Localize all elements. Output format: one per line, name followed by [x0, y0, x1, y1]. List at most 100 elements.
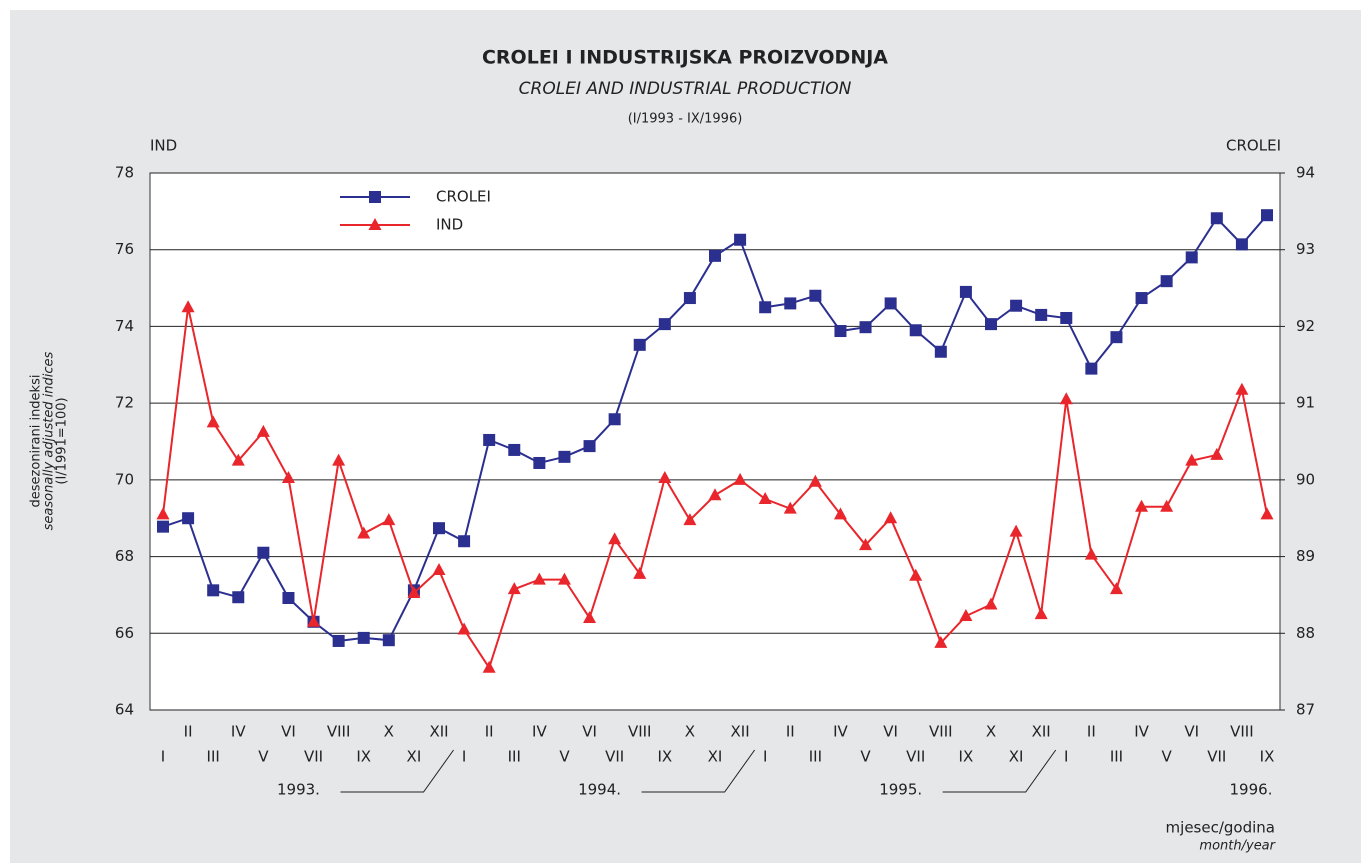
x-tick-label: VIII: [327, 723, 351, 741]
legend-label: IND: [436, 216, 463, 234]
point: [1010, 299, 1023, 312]
legend-label: CROLEI: [436, 188, 491, 206]
point: [357, 526, 371, 539]
point: [959, 609, 973, 622]
y-tick-label: 64: [115, 701, 134, 719]
point: [1085, 362, 1098, 375]
point: [734, 233, 747, 246]
point: [206, 415, 220, 428]
point: [583, 610, 597, 623]
x-tick-label: VIII: [929, 723, 953, 741]
x-tick-label: VI: [883, 723, 898, 741]
x-tick-label: XII: [1032, 723, 1051, 741]
point: [783, 501, 797, 514]
point: [1185, 453, 1199, 466]
point: [834, 325, 847, 338]
point: [1235, 382, 1249, 395]
x-tick-label: IX: [657, 748, 672, 766]
point: [1110, 331, 1123, 344]
y2-axis-title: CROLEI: [1226, 137, 1281, 155]
x-tick-label: VIII: [1230, 723, 1254, 741]
x-tick-label: II: [1087, 723, 1096, 741]
x-tick-label: IV: [231, 723, 246, 741]
point: [758, 492, 772, 505]
period: (I/1993 - IX/1996): [628, 112, 743, 127]
x-tick-label: X: [986, 723, 996, 741]
point: [733, 472, 747, 485]
point: [909, 324, 922, 337]
point: [1260, 507, 1274, 520]
x-tick-label: IV: [1134, 723, 1149, 741]
y-tick-label: 76: [115, 240, 134, 258]
x-tick-label: V: [559, 748, 570, 766]
point: [784, 297, 797, 310]
point: [1109, 582, 1123, 595]
year-label: 1996.: [1230, 781, 1273, 799]
x-tick-label: V: [258, 748, 269, 766]
point: [583, 440, 596, 453]
year-label: 1995.: [879, 781, 922, 799]
x-tick-label: VII: [1207, 748, 1226, 766]
point: [1185, 251, 1198, 264]
point: [332, 634, 345, 647]
y2-tick-label: 88: [1296, 624, 1315, 642]
x-tick-label: VII: [906, 748, 925, 766]
chart-title: CROLEI I INDUSTRIJSKA PROIZVODNJA: [482, 47, 888, 69]
x-tick-label: II: [184, 723, 193, 741]
point: [658, 318, 671, 331]
point: [1135, 499, 1149, 512]
x-tick-label: IX: [1260, 748, 1275, 766]
point: [457, 622, 471, 635]
year-label: 1993.: [277, 781, 320, 799]
x-tick-label: XI: [708, 748, 723, 766]
point: [1235, 238, 1248, 251]
point: [934, 635, 948, 648]
point: [182, 512, 195, 525]
point: [368, 218, 382, 230]
y2-tick-label: 89: [1296, 547, 1315, 565]
point: [884, 297, 897, 310]
y-axis-title: IND: [150, 137, 177, 155]
point: [508, 443, 521, 456]
y-axis-label: desezonirani indeksi: [29, 375, 44, 508]
point: [1084, 547, 1098, 560]
x-tick-label: II: [485, 723, 494, 741]
point: [809, 289, 822, 302]
y2-tick-label: 93: [1296, 240, 1315, 258]
x-tick-label: X: [384, 723, 394, 741]
x-tick-label: VIII: [628, 723, 652, 741]
y-tick-label: 78: [115, 164, 134, 182]
x-tick-label: XII: [731, 723, 750, 741]
point: [934, 345, 947, 358]
x-tick-label: IX: [356, 748, 371, 766]
x-tick-label: X: [685, 723, 695, 741]
point: [181, 300, 195, 313]
point: [281, 470, 295, 483]
point: [633, 338, 646, 351]
point: [407, 586, 421, 599]
x-tick-label: III: [809, 748, 822, 766]
point: [157, 520, 169, 533]
x-tick-label: VI: [281, 723, 296, 741]
point: [207, 584, 220, 597]
year-leader: [942, 749, 1057, 793]
y-axis-label: seasonally adjusted indices: [42, 351, 57, 530]
x-tick-label: XI: [407, 748, 422, 766]
point: [884, 511, 898, 524]
point: [1160, 499, 1174, 512]
x-tick-label: VII: [605, 748, 624, 766]
x-tick-label: V: [860, 748, 871, 766]
x-tick-label: III: [508, 748, 521, 766]
point: [1009, 524, 1023, 537]
x-tick-label: III: [207, 748, 220, 766]
point: [507, 582, 521, 595]
point: [357, 631, 370, 644]
point: [658, 470, 672, 483]
point: [1034, 607, 1048, 620]
point: [231, 453, 245, 466]
x-tick-label: VI: [1184, 723, 1199, 741]
x-tick-label: VI: [582, 723, 597, 741]
point: [985, 318, 997, 331]
point: [759, 301, 772, 314]
